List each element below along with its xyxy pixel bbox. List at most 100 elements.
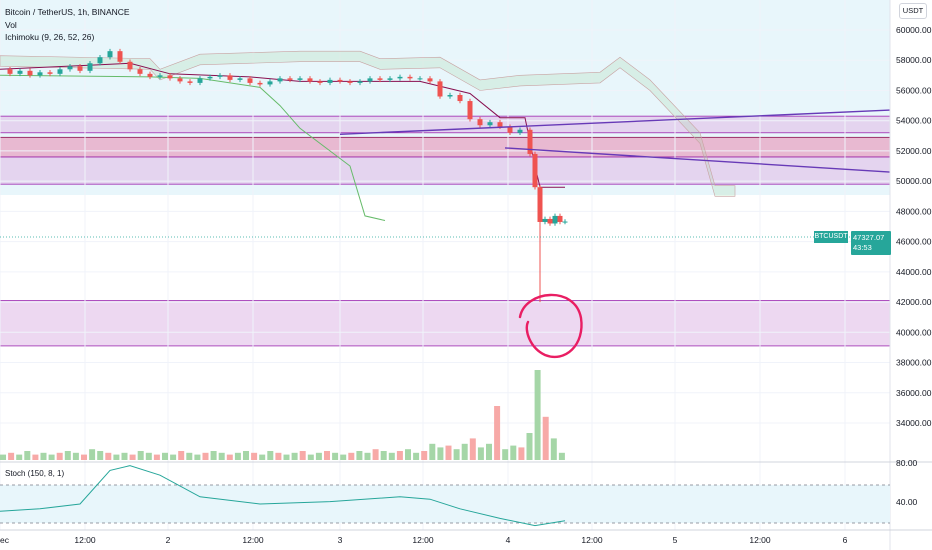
candle-body <box>167 75 173 79</box>
zone-rect <box>0 136 891 158</box>
volume-bar <box>202 452 209 460</box>
price-tick-label: 44000.00 <box>896 267 932 277</box>
candle-body <box>367 78 373 82</box>
volume-bar <box>413 452 420 460</box>
time-tick-label: 12:00 <box>412 535 434 545</box>
time-tick-label: 4 <box>506 535 511 545</box>
volume-bar <box>251 452 258 460</box>
volume-bar <box>396 451 403 460</box>
bar-countdown: 43:53 <box>853 243 872 252</box>
candle-body <box>297 78 303 80</box>
volume-bar <box>315 452 322 460</box>
volume-bar <box>307 454 314 460</box>
volume-bar <box>129 454 136 460</box>
price-tick-label: 40000.00 <box>896 327 932 337</box>
volume-bar <box>194 454 201 460</box>
volume-bar <box>437 447 444 460</box>
circle-annotation[interactable] <box>518 293 583 358</box>
symbol-tag: BTCUSDT <box>814 231 848 243</box>
price-tick-label: 46000.00 <box>896 237 932 247</box>
candle-body <box>437 81 443 97</box>
candle-body <box>257 82 263 85</box>
volume-bar <box>534 370 541 460</box>
candle-body <box>347 81 353 83</box>
volume-bar <box>145 452 152 460</box>
volume-bar <box>81 454 87 460</box>
symbol-title[interactable]: Bitcoin / TetherUS, 1h, BINANCE <box>5 7 130 17</box>
trendlines[interactable] <box>339 109 891 173</box>
candle-body <box>497 122 503 127</box>
volume-bar <box>24 451 31 460</box>
candle-body <box>87 63 93 71</box>
volume-bar <box>558 452 565 460</box>
volume-bar <box>170 454 177 460</box>
ichimoku-label[interactable]: Ichimoku (9, 26, 52, 26) <box>5 32 95 42</box>
price-candles <box>7 48 568 303</box>
volume-bar <box>429 443 436 460</box>
volume-bar <box>542 416 549 460</box>
trendline <box>504 147 891 173</box>
candle-body <box>107 51 113 58</box>
volume-bar <box>324 451 330 460</box>
stoch-tick-label: 40.00 <box>896 497 918 507</box>
candle-body <box>247 78 253 83</box>
volume-bar <box>178 451 185 460</box>
chart-legend: Bitcoin / TetherUS, 1h, BINANCE Vol Ichi… <box>5 6 130 44</box>
price-tick-label: 60000.00 <box>896 25 932 35</box>
time-axis[interactable]: ec 12:00 2 12:00 3 12:00 4 12:00 5 12:00 6 <box>0 535 848 545</box>
price-axis[interactable]: 60000.00 58000.00 56000.00 54000.00 52000.00… <box>896 25 932 428</box>
volume-bar <box>259 454 266 460</box>
volume-bar <box>283 454 290 460</box>
candle-body <box>537 187 543 222</box>
price-tick-label: 54000.00 <box>896 116 932 126</box>
volume-bar <box>502 449 509 460</box>
volume-bar <box>267 451 274 460</box>
candle-body <box>457 94 463 102</box>
candle-body <box>177 78 183 82</box>
volume-bar <box>162 452 168 460</box>
stoch-label[interactable]: Stoch (150, 8, 1) <box>5 469 65 478</box>
candle-body <box>327 79 333 83</box>
candle-body <box>47 72 53 74</box>
time-tick-label: 12:00 <box>581 535 603 545</box>
price-tick-label: 50000.00 <box>896 176 932 186</box>
candle-body <box>487 122 493 126</box>
price-tick-label: 36000.00 <box>896 388 932 398</box>
candle-body <box>267 81 273 85</box>
volume-bar <box>218 452 225 460</box>
trendline <box>339 109 891 135</box>
volume-bar <box>364 452 371 460</box>
volume-bar <box>445 445 452 460</box>
vol-label[interactable]: Vol <box>5 19 17 30</box>
volume-bar <box>388 452 395 460</box>
volume-bar <box>453 449 460 460</box>
stoch-tick-label: 80.00 <box>896 458 918 468</box>
volume-bar <box>48 454 55 460</box>
zone-rect <box>0 156 891 185</box>
candle-body <box>207 76 213 79</box>
candle-body <box>397 76 403 79</box>
volume-bar <box>89 449 96 460</box>
volume-bar <box>72 452 79 460</box>
price-tick-label: 34000.00 <box>896 418 932 428</box>
candle-body <box>147 73 153 77</box>
candle-body <box>427 78 433 82</box>
zone-rect <box>0 300 891 347</box>
volume-bar <box>486 443 492 460</box>
candle-body <box>307 78 313 82</box>
candle-body <box>7 69 13 74</box>
candle-body <box>387 78 393 80</box>
stoch-line <box>0 465 566 527</box>
volume-bar <box>137 451 144 460</box>
candle-body <box>317 81 323 83</box>
volume-bar <box>469 438 476 460</box>
candle-body <box>527 129 533 154</box>
volume-bar <box>153 454 160 460</box>
candle-body <box>197 78 203 83</box>
volume-bar <box>234 452 241 460</box>
volume-bar <box>8 452 15 460</box>
currency-unit-button[interactable]: USDT <box>899 3 927 19</box>
candle-body <box>237 78 243 80</box>
candle-body <box>287 78 293 80</box>
